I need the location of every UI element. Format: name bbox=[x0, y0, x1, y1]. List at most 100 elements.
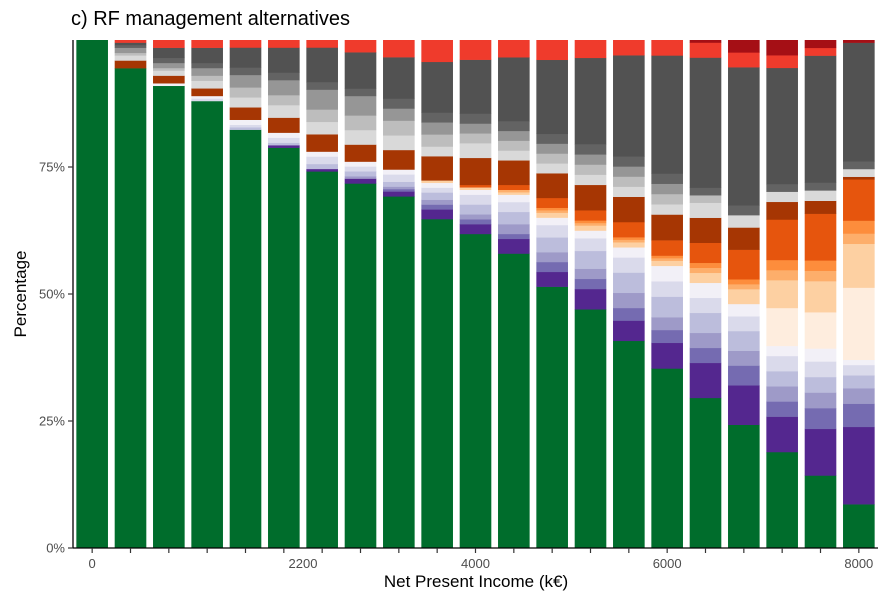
bar-segment-10-13 bbox=[459, 143, 492, 159]
bar-segment-0-0 bbox=[76, 40, 108, 549]
bar-segment-1-13 bbox=[114, 55, 147, 61]
bar-segment-7-12 bbox=[344, 144, 377, 162]
bar-segment-11-18 bbox=[498, 40, 530, 58]
bar-segment-9-6 bbox=[421, 182, 453, 188]
bar-segment-1-12 bbox=[114, 60, 147, 69]
bar-segment-5-6 bbox=[268, 132, 300, 138]
bar-segment-18-13 bbox=[766, 191, 798, 203]
bar-segment-15-13 bbox=[651, 204, 683, 215]
bar-segment-4-4 bbox=[229, 127, 262, 130]
bar-segment-20-2 bbox=[843, 403, 875, 428]
x-tick-label-2: 4000 bbox=[461, 556, 490, 571]
bar-segment-17-8 bbox=[728, 289, 760, 305]
bar-segment-8-12 bbox=[383, 149, 415, 170]
bar-segment-11-17 bbox=[498, 57, 530, 122]
bar-segment-16-9 bbox=[689, 267, 722, 274]
bar-segment-15-12 bbox=[651, 214, 683, 241]
bar-segment-14-16 bbox=[613, 156, 645, 167]
bar-segment-11-9 bbox=[498, 189, 530, 193]
bar-segment-15-4 bbox=[651, 296, 683, 318]
bar-segment-20-0 bbox=[843, 504, 875, 549]
bar-segment-20-19 bbox=[843, 40, 875, 43]
bar-segment-13-13 bbox=[574, 174, 607, 186]
bar-segment-16-18 bbox=[689, 42, 722, 58]
bar-segment-14-18 bbox=[613, 40, 645, 56]
bar-segment-11-2 bbox=[498, 233, 530, 240]
bar-segment-2-16 bbox=[153, 57, 185, 64]
bar-segment-6-17 bbox=[306, 47, 338, 83]
bar-segment-15-11 bbox=[651, 240, 683, 256]
bar-segment-12-15 bbox=[536, 143, 568, 154]
bar-segment-20-16 bbox=[843, 161, 875, 170]
bar-segment-19-13 bbox=[804, 190, 837, 201]
bar-segment-13-2 bbox=[574, 278, 607, 290]
bar-segment-17-18 bbox=[728, 52, 760, 68]
bar-segment-12-1 bbox=[536, 271, 568, 287]
bar-segment-5-12 bbox=[268, 117, 300, 133]
bar-segment-14-6 bbox=[613, 247, 645, 258]
bar-segment-19-18 bbox=[804, 47, 837, 56]
bar-segment-20-9 bbox=[843, 233, 875, 245]
bar-segment-18-4 bbox=[766, 371, 798, 387]
bar-segment-8-0 bbox=[383, 196, 415, 549]
bar-segment-1-15 bbox=[114, 47, 147, 54]
bar-segment-19-10 bbox=[804, 260, 837, 271]
bar-segment-17-12 bbox=[728, 227, 760, 250]
bar-segment-12-9 bbox=[536, 210, 568, 213]
bar-segment-17-5 bbox=[728, 316, 760, 332]
bar-segment-18-18 bbox=[766, 55, 798, 69]
bar-segment-8-4 bbox=[383, 181, 415, 187]
bar-segment-13-3 bbox=[574, 268, 607, 280]
bar-segment-11-8 bbox=[498, 192, 530, 195]
bar-segment-4-17 bbox=[229, 47, 262, 68]
bar-segment-5-0 bbox=[268, 147, 300, 549]
bar-segment-14-5 bbox=[613, 257, 645, 273]
bar-segment-4-6 bbox=[229, 119, 262, 125]
bar-segment-14-0 bbox=[613, 340, 645, 549]
bar-segment-12-2 bbox=[536, 261, 568, 273]
bar-segment-3-18 bbox=[191, 40, 223, 48]
bar-segment-9-15 bbox=[421, 122, 453, 135]
bar-segment-18-11 bbox=[766, 219, 798, 261]
bar-segment-15-8 bbox=[651, 260, 683, 267]
bar-segment-16-10 bbox=[689, 262, 722, 269]
bar-segment-9-16 bbox=[421, 112, 453, 123]
y-axis-title: Percentage bbox=[11, 251, 30, 338]
x-ticks-group: 0 2200 4000 6000 8000 bbox=[89, 548, 873, 571]
bar-segment-20-12 bbox=[843, 176, 875, 180]
bar-segment-3-0 bbox=[191, 100, 223, 549]
bar-segment-3-15 bbox=[191, 67, 223, 76]
bar-segment-11-0 bbox=[498, 253, 530, 549]
bar-segment-6-14 bbox=[306, 109, 338, 123]
bar-segment-14-14 bbox=[613, 176, 645, 187]
bar-segment-18-7 bbox=[766, 307, 798, 347]
bar-segment-2-18 bbox=[153, 40, 185, 48]
bar-segment-14-2 bbox=[613, 307, 645, 321]
bar-segment-12-4 bbox=[536, 237, 568, 253]
bar-segment-6-15 bbox=[306, 89, 338, 110]
bar-segment-5-18 bbox=[268, 40, 300, 48]
bar-segment-18-19 bbox=[766, 40, 798, 56]
bar-segment-5-17 bbox=[268, 47, 300, 73]
bar-segment-9-14 bbox=[421, 134, 453, 147]
bar-segment-20-7 bbox=[843, 287, 875, 361]
bar-segment-16-13 bbox=[689, 202, 722, 218]
bar-segment-20-17 bbox=[843, 42, 875, 162]
bar-segment-15-17 bbox=[651, 55, 683, 174]
x-tick-label-0: 0 bbox=[89, 556, 96, 571]
bar-segment-9-1 bbox=[421, 209, 453, 220]
bar-segment-12-5 bbox=[536, 224, 568, 238]
bar-segment-7-17 bbox=[344, 52, 377, 89]
bar-segment-10-11 bbox=[459, 184, 492, 188]
bar-segment-15-10 bbox=[651, 255, 683, 259]
bar-segment-10-4 bbox=[459, 204, 492, 215]
bar-segment-9-13 bbox=[421, 146, 453, 157]
bar-segment-14-1 bbox=[613, 320, 645, 342]
bar-segment-11-15 bbox=[498, 130, 530, 141]
bar-segment-3-14 bbox=[191, 75, 223, 81]
bar-segment-12-0 bbox=[536, 286, 568, 549]
bar-segment-18-9 bbox=[766, 269, 798, 281]
bar-segment-12-13 bbox=[536, 163, 568, 174]
bar-segment-8-17 bbox=[383, 57, 415, 99]
bar-segment-16-19 bbox=[689, 40, 722, 43]
